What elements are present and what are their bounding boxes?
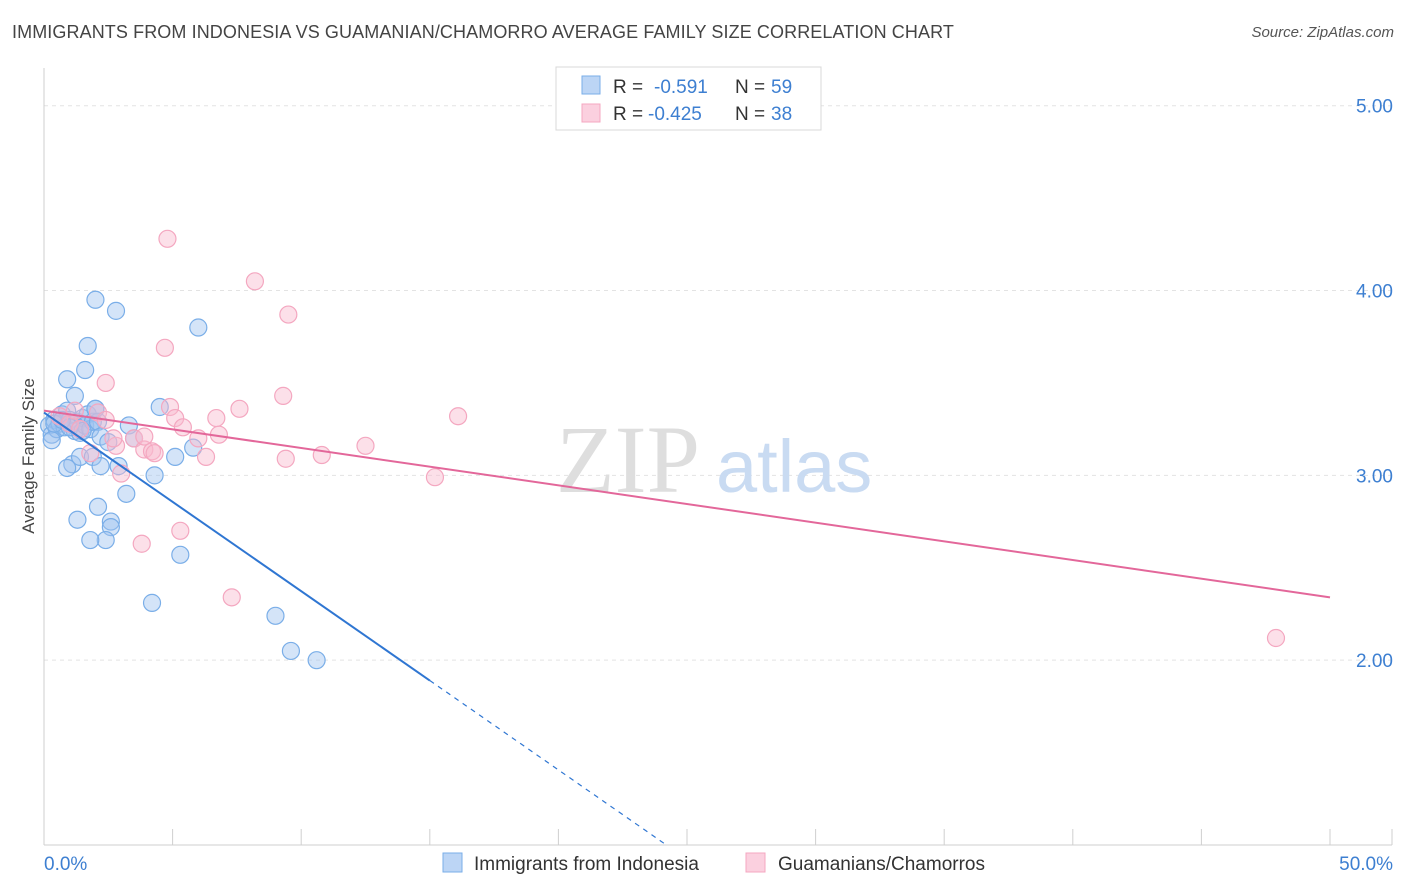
data-point [42,431,61,450]
gridlines [44,105,1392,661]
data-point [1266,628,1286,648]
data-point [266,606,285,625]
data-point [117,484,136,503]
data-point [70,447,90,466]
data-point [230,399,249,418]
source-credit: Source: ZipAtlas.com [1251,24,1394,41]
data-point [101,512,120,531]
watermark-zip: ZIP [556,406,700,513]
legend-swatch-pink [581,103,601,123]
data-point [150,397,169,417]
data-point [96,373,115,393]
data-point [58,370,77,389]
legend-swatch-indonesia [442,852,463,873]
data-point [245,272,265,291]
data-point [96,530,115,550]
y-tick-labels: 2.00 3.00 4.00 5.00 [1356,97,1393,672]
data-point [81,444,100,463]
data-point [78,336,97,356]
data-point [166,447,185,466]
data-point [76,360,95,380]
data-point [448,407,468,426]
data-point [171,521,190,540]
x-tick-label: 0.0% [44,854,87,875]
data-point [145,444,164,463]
data-point [173,418,192,437]
x-tick-labels: 0.0% 50.0% [44,854,1393,875]
data-point [91,457,110,476]
legend-r-value: -0.591 [654,77,708,98]
data-point [106,301,126,320]
data-point [307,651,326,670]
data-point [145,466,164,485]
data-point [276,449,295,468]
data-point [425,468,445,487]
legend-n-value: 38 [771,104,792,125]
data-point [135,427,154,446]
legend-label-indonesia: Immigrants from Indonesia [474,854,699,875]
data-point [184,438,203,457]
trend-line-guamanian [43,409,1331,599]
trend-lines [43,409,1331,846]
data-point [189,318,208,337]
data-point [58,458,77,478]
data-point [86,290,105,309]
data-point [166,408,185,428]
series-guamanian-points [50,229,1286,648]
y-tick-label: 3.00 [1356,466,1393,487]
data-point [155,338,174,357]
trend-line-indonesia [43,411,431,682]
y-axis-label: Average Family Size [19,378,38,534]
legend-n-label: N = [735,104,765,125]
data-point [160,397,180,417]
y-tick-label: 4.00 [1356,282,1393,303]
data-point [112,464,131,483]
data-point [158,229,177,248]
data-point [196,447,216,466]
data-point [222,588,241,607]
x-tick-label: 50.0% [1339,854,1393,875]
data-point [279,305,298,324]
data-point [171,545,190,564]
data-point [132,534,151,553]
legend-swatch-guamanian [745,852,766,873]
chart-title: IMMIGRANTS FROM INDONESIA VS GUAMANIAN/C… [12,22,954,42]
data-point [65,386,84,405]
data-point [106,436,126,455]
legend-n-label: N = [735,77,765,98]
correlation-legend: R = -0.591 N = 59 R = -0.425 N = 38 [555,66,822,131]
axes [43,68,1393,846]
series-indonesia-points [40,290,326,670]
legend-swatch-blue [581,75,601,95]
data-point [312,445,331,465]
legend-n-value: 59 [771,77,792,98]
trend-line-indonesia-extrapolated [429,680,667,846]
data-point [207,408,226,428]
data-point [142,593,162,612]
data-point [274,386,293,405]
y-tick-label: 5.00 [1356,97,1393,118]
data-point [104,429,123,448]
data-point [356,436,375,455]
legend-r-label: R = [613,104,643,125]
data-point [70,420,90,439]
data-point [142,442,162,461]
data-point [81,530,100,550]
legend-r-value: -0.425 [648,104,702,125]
series-legend: Immigrants from Indonesia Guamanians/Cha… [442,852,985,875]
data-point [68,510,87,529]
watermark-atlas: atlas [716,425,872,508]
legend-r-label: R = [613,77,643,98]
data-point [281,641,301,661]
data-point [88,497,108,516]
y-tick-label: 2.00 [1356,651,1393,672]
data-point [88,403,108,422]
watermark: ZIP atlas [556,406,872,513]
legend-label-guamanian: Guamanians/Chamorros [778,854,985,875]
